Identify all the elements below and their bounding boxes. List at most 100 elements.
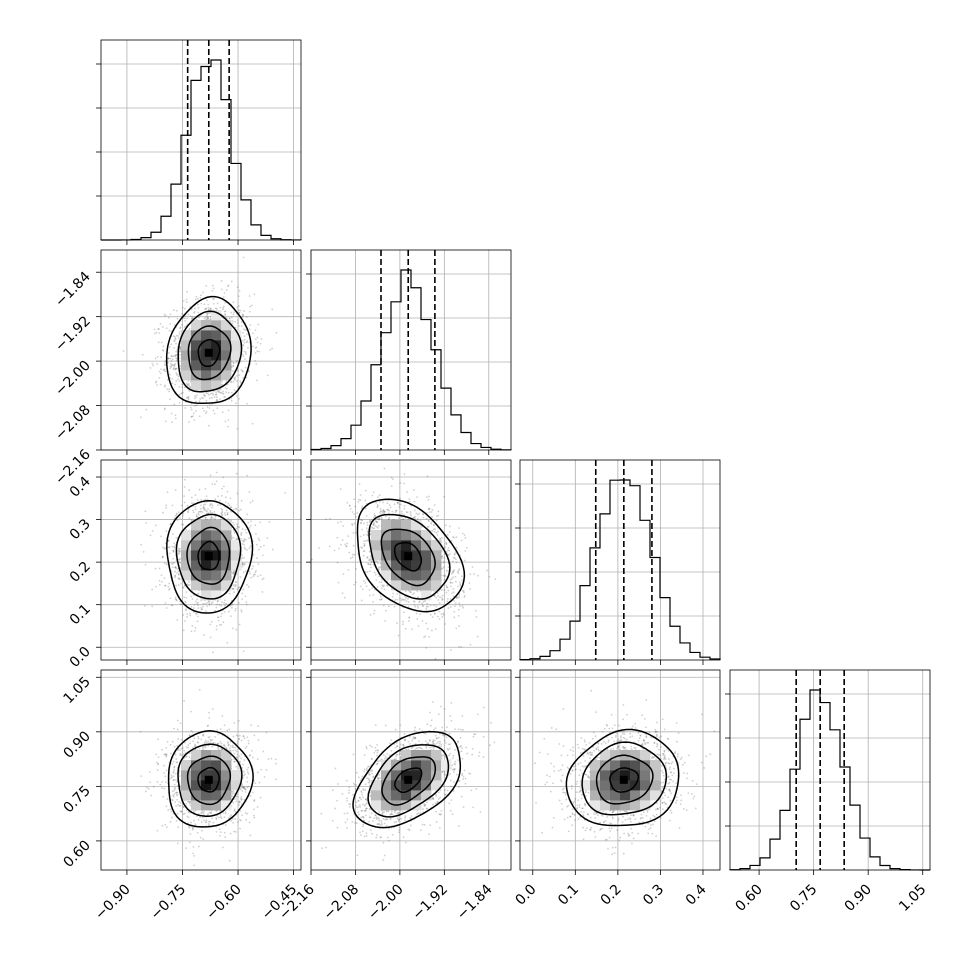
sample-point	[159, 383, 162, 386]
sample-point	[207, 317, 210, 320]
sample-point	[145, 408, 148, 411]
sample-point	[379, 595, 382, 598]
sample-point	[366, 556, 369, 559]
sample-point	[453, 611, 456, 613]
sample-point	[177, 577, 180, 580]
sample-point	[361, 588, 364, 591]
sample-point	[248, 570, 251, 573]
sample-point	[163, 313, 166, 316]
sample-point	[255, 533, 257, 535]
sample-point	[182, 300, 185, 302]
sample-point	[206, 312, 209, 315]
sample-point	[340, 520, 342, 523]
sample-point	[451, 560, 454, 563]
sample-point	[227, 391, 230, 394]
sample-point	[240, 531, 243, 534]
sample-point	[235, 523, 238, 526]
sample-point	[238, 623, 241, 626]
sample-point	[342, 573, 345, 576]
sample-point	[349, 557, 352, 560]
sample-point	[240, 533, 243, 535]
sample-point	[181, 383, 184, 386]
sample-point	[262, 577, 265, 580]
sample-point	[384, 619, 387, 622]
sample-point	[179, 517, 182, 519]
sample-point	[377, 525, 380, 527]
sample-point	[406, 491, 408, 493]
sample-point	[382, 509, 385, 512]
sample-point	[446, 600, 449, 603]
sample-point	[194, 627, 197, 629]
sample-point	[387, 508, 390, 511]
sample-point	[179, 345, 182, 348]
sample-point	[435, 605, 438, 608]
sample-point	[226, 641, 229, 644]
sample-point	[361, 547, 364, 550]
sample-point	[224, 310, 227, 313]
sample-point	[169, 346, 171, 348]
sample-point	[207, 393, 210, 396]
sample-point	[152, 364, 155, 367]
density-cell	[401, 540, 412, 551]
sample-point	[185, 382, 188, 385]
sample-point	[174, 576, 176, 579]
sample-point	[373, 609, 376, 612]
sample-point	[402, 518, 404, 521]
sample-point	[360, 599, 363, 602]
sample-point	[187, 744, 190, 746]
sample-point	[249, 794, 252, 797]
sample-point	[227, 284, 230, 287]
sample-point	[271, 308, 274, 311]
sample-point	[226, 285, 229, 288]
density-cell	[181, 360, 192, 371]
sample-point	[415, 612, 418, 615]
sample-point	[212, 409, 215, 412]
sample-point	[476, 635, 479, 638]
sample-point	[235, 628, 238, 631]
sample-point	[379, 512, 381, 514]
sample-point	[203, 506, 205, 509]
sample-point	[223, 485, 225, 488]
sample-point	[216, 398, 218, 401]
sample-point	[366, 530, 369, 532]
sample-point	[238, 397, 240, 400]
sample-point	[408, 498, 411, 500]
density-cell	[221, 520, 232, 531]
sample-point	[210, 516, 213, 519]
sample-point	[413, 500, 416, 503]
sample-point	[186, 583, 189, 586]
sample-point	[175, 334, 178, 337]
sample-point	[374, 515, 377, 517]
sample-point	[159, 372, 162, 375]
sample-point	[428, 495, 430, 498]
sample-point	[186, 301, 188, 304]
sample-point	[162, 349, 165, 352]
sample-point	[446, 533, 449, 536]
sample-point	[163, 369, 166, 372]
sample-point	[364, 489, 367, 492]
sample-point	[196, 593, 199, 595]
sample-point	[455, 596, 458, 599]
sample-point	[167, 357, 170, 360]
sample-point	[161, 581, 163, 583]
sample-point	[474, 609, 477, 612]
sample-point	[216, 616, 219, 619]
sample-point	[439, 596, 441, 599]
sample-point	[165, 607, 168, 609]
sample-point	[211, 621, 213, 623]
sample-point	[169, 322, 172, 325]
sample-point	[244, 351, 247, 354]
sample-point	[431, 616, 434, 619]
sample-point	[160, 356, 162, 359]
sample-point	[190, 402, 193, 405]
sample-point	[232, 365, 235, 367]
sample-point	[227, 419, 230, 421]
sample-point	[173, 365, 176, 368]
sample-point	[444, 574, 446, 577]
sample-point	[170, 362, 172, 365]
histogram-1	[310, 269, 512, 451]
sample-point	[151, 605, 154, 608]
sample-point	[230, 280, 233, 283]
sample-point	[380, 598, 383, 600]
sample-point	[259, 574, 262, 577]
